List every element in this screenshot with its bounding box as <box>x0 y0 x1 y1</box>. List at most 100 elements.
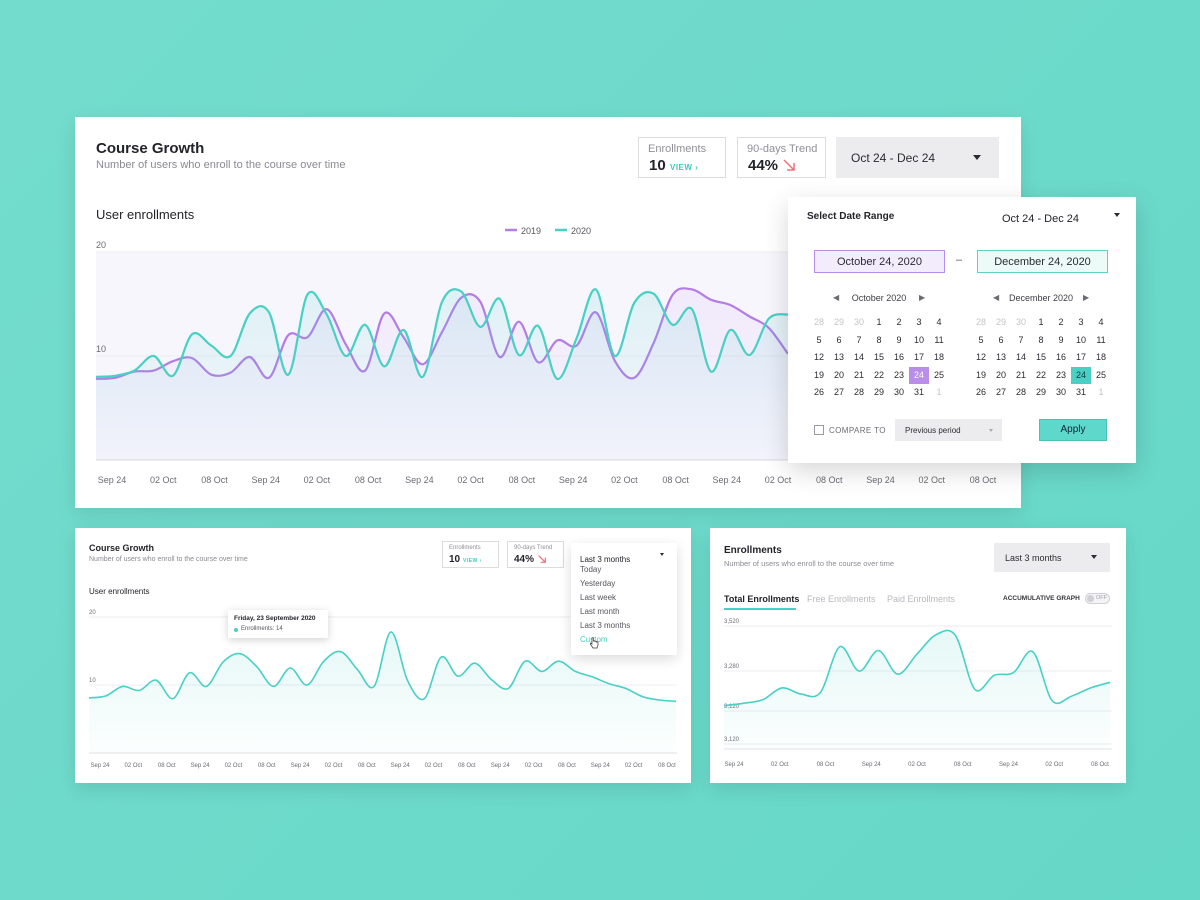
calendar-day[interactable]: 28 <box>813 317 824 327</box>
calendar-day[interactable]: 28 <box>975 317 986 327</box>
calendar-day[interactable]: 23 <box>1055 369 1066 380</box>
calendar-day[interactable]: 5 <box>816 334 822 345</box>
calendar-day[interactable]: 11 <box>934 334 944 345</box>
menu-item-last-month[interactable]: Last month <box>580 607 620 616</box>
calendar-day[interactable]: 22 <box>1035 369 1046 380</box>
start-date-field[interactable]: October 24, 2020 <box>814 250 945 273</box>
calendar-day[interactable]: 14 <box>1015 352 1026 362</box>
compare-checkbox[interactable] <box>814 425 824 435</box>
calendar-day[interactable]: 5 <box>978 334 984 345</box>
calendar-day[interactable]: 7 <box>1018 334 1024 345</box>
menu-item-last-week[interactable]: Last week <box>580 593 617 602</box>
calendar-day[interactable]: 25 <box>1095 369 1106 380</box>
apply-button[interactable]: Apply <box>1039 419 1107 441</box>
calendar-day[interactable]: 2 <box>896 317 902 327</box>
time-range-dropdown[interactable]: Last 3 months <box>994 543 1110 572</box>
calendar-day[interactable]: 3 <box>1078 317 1084 327</box>
calendar-day[interactable]: 19 <box>975 369 986 380</box>
calendar-day[interactable]: 23 <box>893 369 904 380</box>
legend-label-2020: 2020 <box>571 226 591 236</box>
accumulative-toggle[interactable]: OFF <box>1085 593 1110 604</box>
calendar-day[interactable]: 3 <box>916 317 922 327</box>
tab-free-enrollments[interactable]: Free Enrollments <box>807 594 876 604</box>
menu-item-yesterday[interactable]: Yesterday <box>580 579 616 588</box>
calendar-day[interactable]: 16 <box>893 352 904 362</box>
calendar-day[interactable]: 12 <box>813 352 824 362</box>
prev-month-icon[interactable]: ◀ <box>993 293 1000 302</box>
calendar-day[interactable]: 17 <box>1075 352 1086 362</box>
calendar-day[interactable]: 27 <box>833 387 844 397</box>
picker-title: Select Date Range <box>807 211 895 222</box>
calendar-day[interactable]: 21 <box>1015 369 1026 380</box>
calendar-day[interactable]: 10 <box>1075 334 1086 345</box>
calendar-day[interactable]: 30 <box>1055 387 1066 397</box>
calendar-day[interactable]: 31 <box>1075 387 1086 397</box>
calendar-day[interactable]: 14 <box>853 352 864 362</box>
calendar-day[interactable]: 12 <box>975 352 986 362</box>
calendar-day[interactable]: 28 <box>853 387 864 397</box>
calendar-day[interactable]: 29 <box>873 387 884 397</box>
calendar-day[interactable]: 28 <box>1015 387 1026 397</box>
calendar-day[interactable]: 13 <box>995 352 1006 362</box>
calendar-day[interactable]: 1 <box>876 317 882 327</box>
calendar-day[interactable]: 30 <box>893 387 904 397</box>
date-range-dropdown[interactable]: Oct 24 - Dec 24 <box>836 137 999 178</box>
calendar-day[interactable]: 4 <box>936 317 942 327</box>
calendar-day[interactable]: 6 <box>998 334 1004 345</box>
calendar-day[interactable]: 30 <box>853 317 864 327</box>
next-month-icon[interactable]: ▶ <box>1083 293 1090 302</box>
calendar-day[interactable]: 2 <box>1058 317 1064 327</box>
calendar-day[interactable]: 7 <box>856 334 862 345</box>
calendar-day[interactable]: 24 <box>909 366 929 384</box>
end-date-field[interactable]: December 24, 2020 <box>977 250 1108 273</box>
next-month-icon[interactable]: ▶ <box>919 293 926 302</box>
calendar-day[interactable]: 26 <box>813 387 824 397</box>
tab-total-enrollments[interactable]: Total Enrollments <box>724 594 800 604</box>
prev-month-icon[interactable]: ◀ <box>833 293 840 302</box>
calendar-day[interactable]: 15 <box>1035 352 1046 362</box>
calendar-day[interactable]: 20 <box>833 369 844 380</box>
calendar-day[interactable]: 20 <box>995 369 1006 380</box>
calendar-day[interactable]: 29 <box>995 317 1006 327</box>
calendar-day[interactable]: 29 <box>1035 387 1046 397</box>
calendar-day[interactable]: 21 <box>853 369 864 380</box>
menu-item-today[interactable]: Today <box>580 565 602 574</box>
calendar-day[interactable]: 15 <box>873 352 884 362</box>
calendar-day[interactable]: 16 <box>1055 352 1066 362</box>
y-tick-label: 10 <box>96 344 106 354</box>
calendar-day[interactable]: 24 <box>1071 366 1091 384</box>
calendar-day[interactable]: 9 <box>1058 334 1064 345</box>
calendar-day[interactable]: 18 <box>1095 352 1106 362</box>
calendar-day[interactable]: 1 <box>1098 387 1104 397</box>
calendar-day[interactable]: 9 <box>896 334 902 345</box>
calendar-day[interactable]: 4 <box>1098 317 1104 327</box>
calendar-day[interactable]: 13 <box>833 352 844 362</box>
calendar-day[interactable]: 17 <box>913 352 924 362</box>
calendar-day[interactable]: 27 <box>995 387 1006 397</box>
calendar-day[interactable]: 25 <box>933 369 944 380</box>
calendar-day[interactable]: 19 <box>813 369 824 380</box>
compare-period-select[interactable]: Previous period <box>895 419 1002 441</box>
view-link[interactable]: VIEW › <box>463 558 482 564</box>
calendar-day[interactable]: 31 <box>913 387 924 397</box>
calendar-day[interactable]: 29 <box>833 317 844 327</box>
x-tick-label: 02 Oct <box>525 763 543 769</box>
tab-paid-enrollments[interactable]: Paid Enrollments <box>887 594 956 604</box>
calendar-day[interactable]: 11 <box>1096 334 1106 345</box>
calendar-day[interactable]: 18 <box>933 352 944 362</box>
menu-item-custom[interactable]: Custom <box>571 633 677 647</box>
calendar-day[interactable]: 1 <box>936 387 942 397</box>
calendar-day[interactable]: 6 <box>836 334 842 345</box>
calendar-day[interactable]: 8 <box>1038 334 1044 345</box>
calendar-day[interactable]: 8 <box>876 334 882 345</box>
menu-item-last-3-months[interactable]: Last 3 months <box>580 621 631 630</box>
view-link[interactable]: VIEW › <box>670 163 699 172</box>
calendar-day[interactable]: 1 <box>1038 317 1044 327</box>
calendar-day[interactable]: 26 <box>975 387 986 397</box>
card-title: Enrollments <box>724 545 782 556</box>
calendar-day[interactable]: 10 <box>913 334 924 345</box>
time-range-dropdown[interactable]: Last 3 months <box>580 549 672 564</box>
calendar-day[interactable]: 30 <box>1015 317 1026 327</box>
picker-range-dropdown[interactable]: Oct 24 - Dec 24 <box>1002 209 1126 225</box>
calendar-day[interactable]: 22 <box>873 369 884 380</box>
